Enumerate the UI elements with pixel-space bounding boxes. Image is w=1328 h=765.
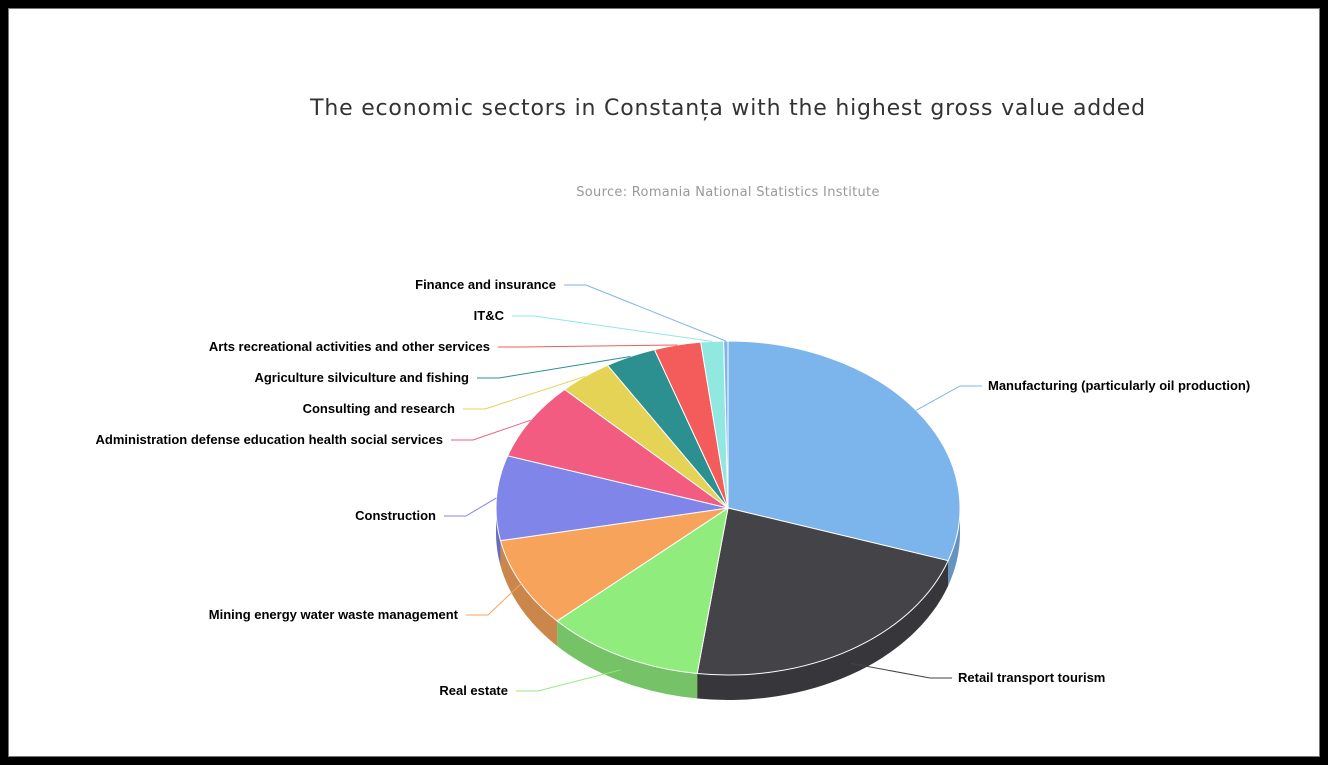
chart-subtitle: Source: Romania National Statistics Inst… bbox=[576, 185, 880, 200]
pie-slice[interactable] bbox=[495, 455, 729, 542]
connector-line bbox=[498, 344, 678, 348]
pie-side-1 bbox=[697, 560, 949, 700]
slice-label: IT&C bbox=[474, 308, 505, 323]
pie-slice[interactable] bbox=[499, 507, 729, 622]
connector-layer bbox=[444, 284, 982, 692]
slice-label: Consulting and research bbox=[303, 401, 455, 416]
connector-line bbox=[466, 583, 522, 616]
connector-line bbox=[850, 662, 952, 679]
pie-slice[interactable] bbox=[507, 388, 729, 509]
pie-slice[interactable] bbox=[556, 507, 729, 675]
connector-line bbox=[463, 375, 586, 410]
slice-label: Finance and insurance bbox=[415, 277, 556, 292]
pie-slice[interactable] bbox=[727, 340, 961, 562]
pie-side-2 bbox=[557, 620, 698, 699]
connector-line bbox=[915, 385, 982, 411]
slice-label: Agriculture silviculture and fishing bbox=[254, 370, 469, 385]
slice-label: Construction bbox=[355, 508, 436, 523]
pie-side-4 bbox=[496, 508, 501, 566]
connector-line bbox=[451, 419, 531, 441]
slice-label: Real estate bbox=[439, 683, 508, 698]
slice-label: Administration defense education health … bbox=[96, 432, 444, 447]
connector-line bbox=[516, 669, 621, 692]
slice-label: Arts recreational activities and other s… bbox=[209, 339, 490, 354]
connector-line bbox=[512, 315, 713, 342]
slice-label: Manufacturing (particularly oil producti… bbox=[988, 378, 1250, 393]
pie-side-3 bbox=[500, 540, 558, 646]
connector-line bbox=[477, 356, 631, 379]
pie-slice[interactable] bbox=[696, 507, 949, 676]
chart-title: The economic sectors in Constanța with t… bbox=[310, 96, 1146, 121]
slice-label: Mining energy water waste management bbox=[209, 607, 459, 622]
connector-line bbox=[564, 284, 727, 342]
slice-label: Retail transport tourism bbox=[958, 670, 1105, 685]
connector-line bbox=[444, 497, 497, 517]
label-layer: Manufacturing (particularly oil producti… bbox=[96, 277, 1251, 698]
pie-top-layer bbox=[495, 340, 961, 676]
